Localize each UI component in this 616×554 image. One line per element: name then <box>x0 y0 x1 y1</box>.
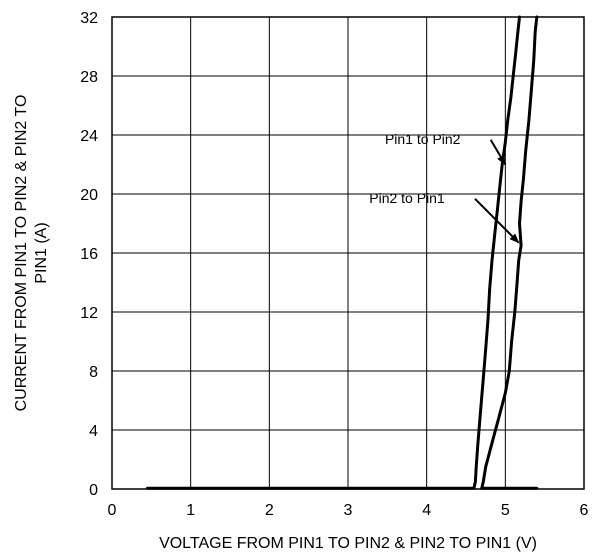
annotation-arrow-1 <box>489 139 507 166</box>
y-tick-label: 0 <box>89 482 98 499</box>
y-tick-label: 32 <box>80 10 98 27</box>
annotation-label-1: Pin1 to Pin2 <box>385 131 461 147</box>
annotation-label-2: Pin2 to Pin1 <box>369 190 445 206</box>
series-line-1 <box>145 15 521 490</box>
x-tick-label: 3 <box>344 502 353 519</box>
y-tick-label: 8 <box>89 364 98 381</box>
annotations: Pin1 to Pin2 Pin2 to Pin1 <box>369 131 520 244</box>
y-axis-title-line1: CURRENT FROM PIN1 TO PIN2 & PIN2 TO <box>13 95 30 412</box>
y-tick-label: 24 <box>80 128 98 145</box>
y-tick-label: 28 <box>80 69 98 86</box>
annotation-arrow-2 <box>474 198 520 244</box>
series-lines <box>145 15 539 490</box>
x-tick-labels: 0 1 2 3 4 5 6 <box>108 502 589 519</box>
x-axis-title: VOLTAGE FROM PIN1 TO PIN2 & PIN2 TO PIN1… <box>159 535 537 552</box>
series-line-2 <box>480 15 539 490</box>
x-tick-label: 0 <box>108 502 117 519</box>
y-tick-labels: 0 4 8 12 16 20 24 28 32 <box>80 10 98 499</box>
y-axis-title-line2: PIN1 (A) <box>33 222 50 283</box>
y-tick-label: 20 <box>80 187 98 204</box>
y-tick-label: 4 <box>89 423 98 440</box>
y-tick-label: 16 <box>80 246 98 263</box>
x-tick-label: 5 <box>501 502 510 519</box>
x-tick-label: 2 <box>265 502 274 519</box>
y-tick-label: 12 <box>80 305 98 322</box>
x-tick-label: 6 <box>580 502 589 519</box>
x-tick-label: 1 <box>186 502 195 519</box>
x-tick-label: 4 <box>422 502 431 519</box>
